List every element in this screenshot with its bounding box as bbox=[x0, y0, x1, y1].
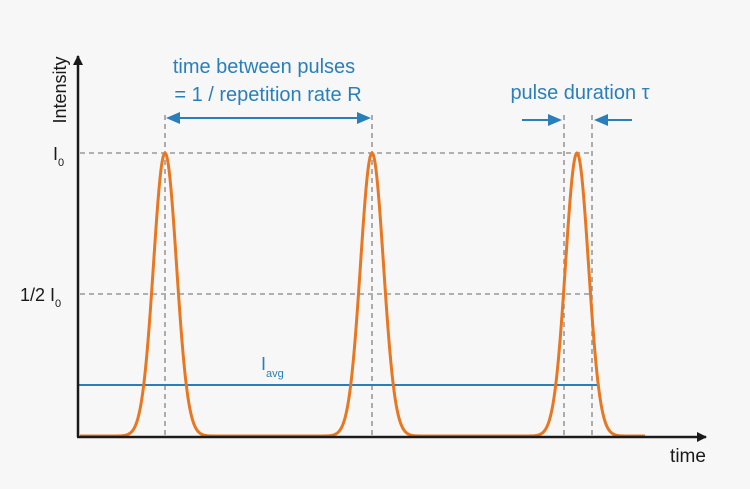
guide-lines bbox=[80, 115, 593, 437]
pulse-train-curve bbox=[79, 151, 646, 438]
x-axis-label: time bbox=[670, 446, 706, 467]
average-level-label: Iavg bbox=[261, 354, 284, 380]
period-double-arrow bbox=[166, 112, 371, 124]
y-axis-label: Intensity bbox=[50, 56, 70, 123]
duration-annotation: pulse duration τ bbox=[510, 82, 649, 104]
duration-arrow-left bbox=[522, 114, 562, 126]
peak-level-label: I0 bbox=[53, 144, 64, 169]
period-annotation-line2: = 1 / repetition rate R bbox=[174, 84, 361, 106]
period-annotation-line1: time between pulses bbox=[173, 56, 355, 78]
duration-arrow-right bbox=[594, 114, 632, 126]
half-level-label: 1/2 I0 bbox=[20, 285, 61, 310]
